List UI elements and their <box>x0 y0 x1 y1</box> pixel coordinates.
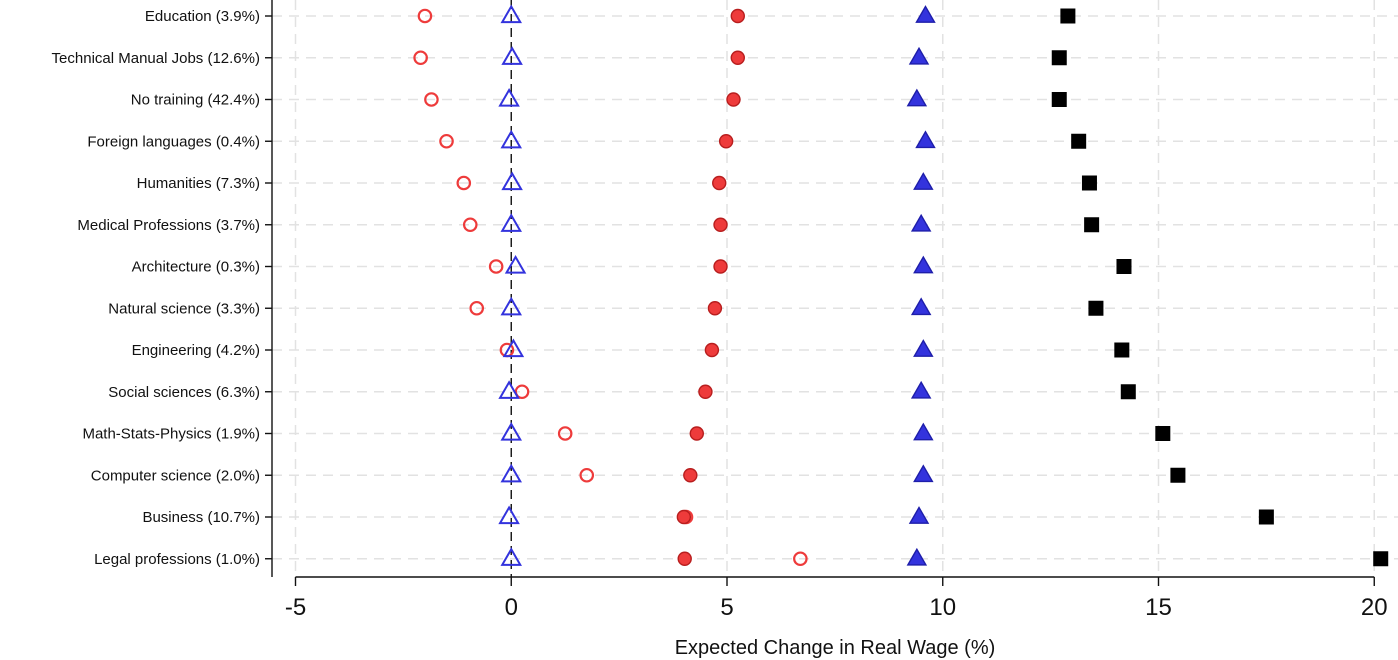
category-label: Math-Stats-Physics (1.9%) <box>82 426 260 443</box>
filled-circle-marker <box>713 217 728 232</box>
category-label: Legal professions (1.0%) <box>94 551 260 568</box>
filled-square-marker <box>1373 551 1389 567</box>
category-label: Engineering (4.2%) <box>132 342 260 359</box>
filled-circle-marker <box>726 92 741 107</box>
hollow-circle-marker <box>417 8 433 24</box>
category-labels: Education (3.9%) Technical Manual Jobs (1… <box>52 8 272 568</box>
filled-triangle-marker <box>915 130 936 149</box>
category-label: No training (42.4%) <box>131 92 260 109</box>
hollow-circle-marker <box>579 467 595 483</box>
filled-circle-marker <box>730 8 745 24</box>
x-tick-label: 10 <box>929 594 956 621</box>
category-label: Computer science (2.0%) <box>91 467 260 484</box>
hollow-triangle-marker <box>500 129 523 149</box>
filled-triangle-marker <box>906 88 928 107</box>
category-label: Business (10.7%) <box>142 509 260 526</box>
filled-circle-marker <box>707 301 723 316</box>
filled-triangle-marker <box>913 339 934 357</box>
filled-circle-marker <box>676 509 692 525</box>
category-label: Medical Professions (3.7%) <box>77 217 260 234</box>
axes: -5 0 5 10 15 20 <box>271 0 1388 621</box>
filled-triangle-marker <box>906 547 928 566</box>
filled-circle-marker <box>677 551 692 566</box>
filled-triangle-marker <box>910 297 932 316</box>
hollow-circle-marker <box>793 551 808 567</box>
filled-square-marker <box>1155 426 1171 441</box>
filled-triangle-marker <box>908 506 930 524</box>
category-label: Technical Manual Jobs (12.6%) <box>52 50 260 67</box>
filled-square-marker <box>1060 8 1076 24</box>
hollow-triangle-marker <box>498 87 520 107</box>
x-tick-label: 20 <box>1361 594 1388 621</box>
hollow-triangle-marker <box>500 463 523 483</box>
filled-triangle-marker <box>913 255 934 274</box>
hollow-triangle-marker <box>500 547 523 566</box>
hollow-triangle-marker <box>500 296 523 316</box>
filled-circle-marker <box>713 259 728 274</box>
filled-square-marker <box>1081 175 1097 191</box>
filled-circle-marker <box>698 384 713 399</box>
filled-circle-marker <box>683 468 698 483</box>
x-tick-label: 15 <box>1145 594 1172 621</box>
hollow-circle-marker <box>557 426 573 441</box>
category-label: Natural science (3.3%) <box>108 300 260 317</box>
filled-square-marker <box>1258 509 1274 525</box>
filled-circle-marker <box>712 175 727 191</box>
filled-triangle-marker <box>915 5 936 23</box>
filled-square-marker <box>1120 384 1136 400</box>
filled-square-marker <box>1084 217 1100 233</box>
grid-lines <box>272 0 1398 577</box>
filled-square-marker <box>1051 50 1067 66</box>
hollow-circle-marker <box>424 92 439 107</box>
filled-square-marker <box>1114 342 1130 358</box>
filled-circle-marker <box>718 134 734 149</box>
filled-circle-marker <box>730 50 745 65</box>
x-tick-label: 5 <box>720 594 733 621</box>
x-tick-label: -5 <box>285 594 306 621</box>
x-axis-title: Expected Change in Real Wage (%) <box>675 637 996 659</box>
hollow-triangle-marker <box>498 380 520 399</box>
hollow-circle-marker <box>514 384 530 400</box>
category-label: Foreign languages (0.4%) <box>87 133 260 150</box>
filled-triangle-marker <box>910 213 932 232</box>
hollow-triangle-marker <box>502 338 525 358</box>
category-label: Architecture (0.3%) <box>132 259 260 276</box>
filled-square-marker <box>1088 300 1104 316</box>
filled-square-marker <box>1071 133 1087 149</box>
category-label: Social sciences (6.3%) <box>108 384 260 401</box>
hollow-triangle-marker <box>500 4 523 24</box>
filled-square-marker <box>1170 467 1186 483</box>
hollow-triangle-marker <box>504 254 527 274</box>
hollow-circle-marker <box>462 217 478 233</box>
filled-triangle-marker <box>913 422 934 441</box>
hollow-triangle-marker <box>500 213 523 232</box>
hollow-circle-marker <box>439 133 454 149</box>
hollow-circle-marker <box>413 50 428 66</box>
filled-triangle-marker <box>913 172 934 190</box>
filled-circle-marker <box>689 426 704 441</box>
category-label: Humanities (7.3%) <box>137 175 260 192</box>
filled-triangle-marker <box>910 380 932 399</box>
filled-triangle-marker <box>908 46 930 65</box>
filled-triangle-marker <box>913 464 934 483</box>
hollow-circle-marker <box>469 300 485 316</box>
filled-circle-marker <box>704 342 720 358</box>
data-markers <box>413 4 1389 567</box>
hollow-triangle-marker <box>501 46 523 65</box>
category-label: Education (3.9%) <box>145 8 260 25</box>
hollow-circle-marker <box>456 175 472 191</box>
filled-square-marker <box>1116 259 1132 274</box>
hollow-triangle-marker <box>500 421 523 441</box>
x-tick-label: 0 <box>505 594 518 621</box>
hollow-triangle-marker <box>501 171 523 191</box>
hollow-circle-marker <box>488 259 504 274</box>
hollow-triangle-marker <box>498 505 520 525</box>
filled-square-marker <box>1051 92 1067 107</box>
